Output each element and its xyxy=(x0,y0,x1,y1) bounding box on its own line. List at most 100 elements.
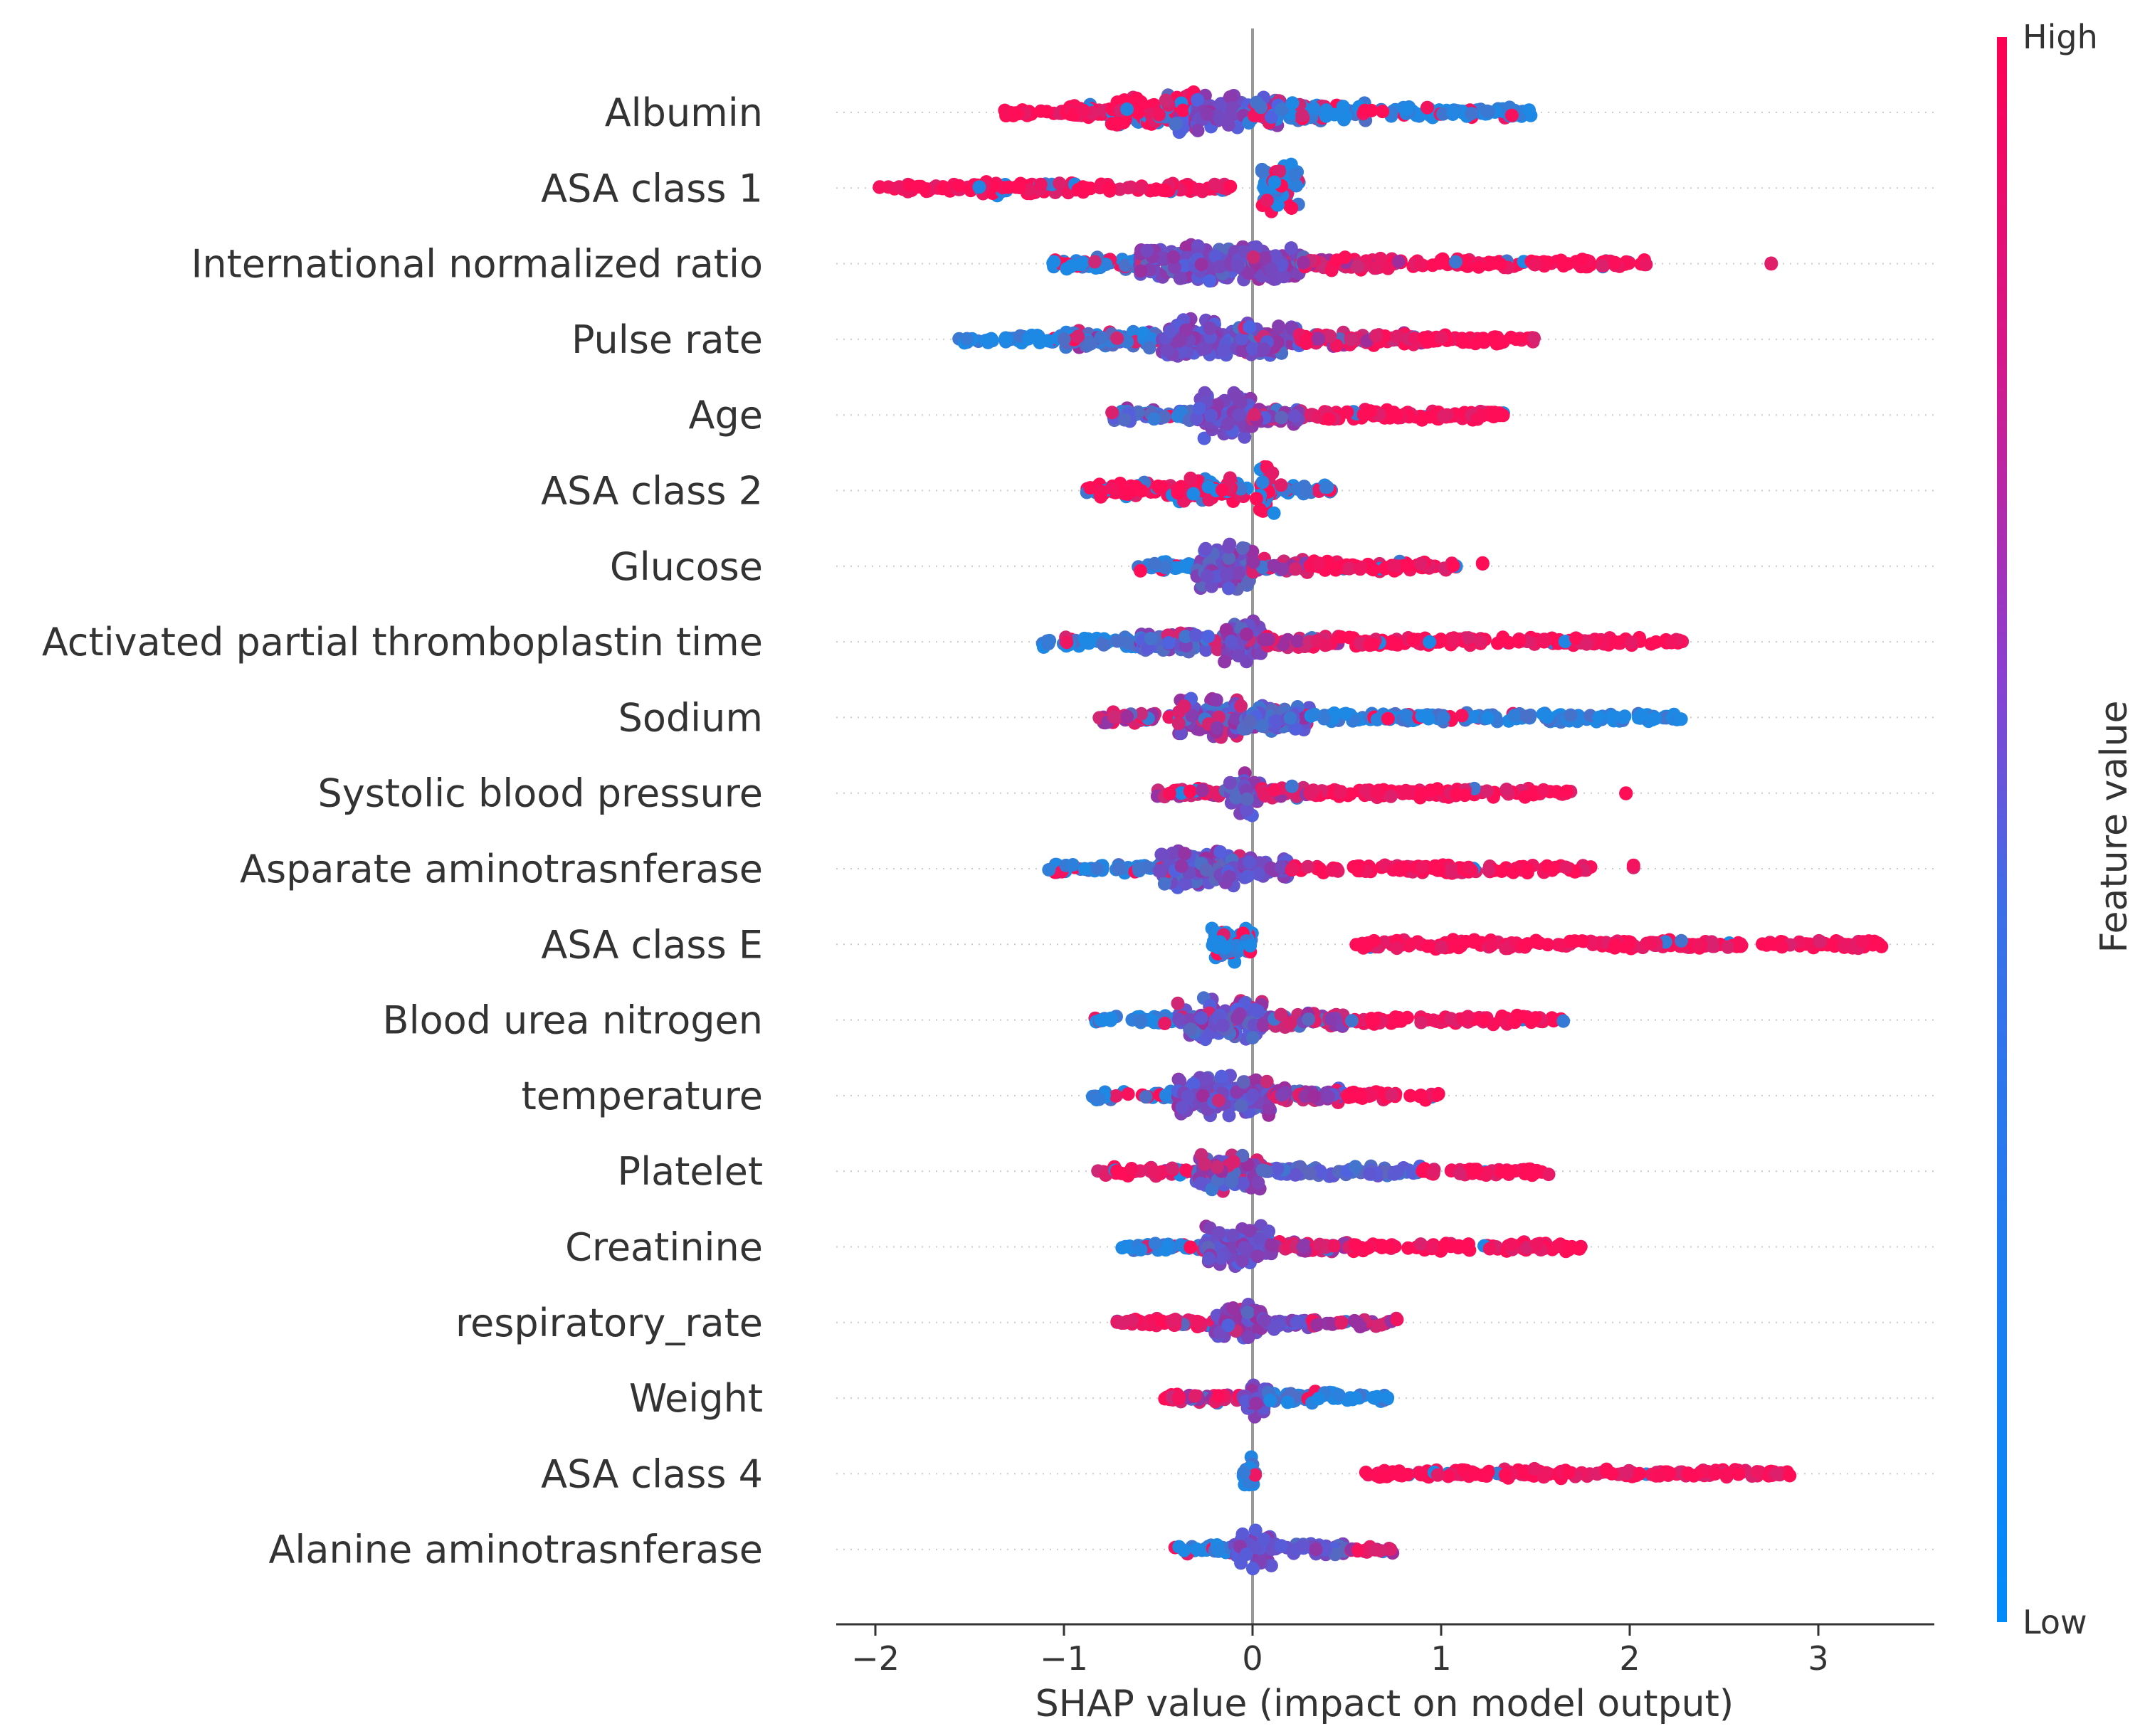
shap-point xyxy=(1223,471,1237,485)
shap-point xyxy=(1312,332,1325,346)
shap-point xyxy=(1334,785,1347,799)
shap-point xyxy=(1461,1010,1475,1023)
shap-point xyxy=(1220,568,1233,581)
shap-point xyxy=(1134,1243,1147,1256)
shap-point xyxy=(1560,785,1574,798)
shap-point xyxy=(1255,719,1269,733)
shap-point xyxy=(1225,1175,1238,1188)
shap-point xyxy=(1420,940,1434,953)
shap-point xyxy=(1354,562,1367,576)
shap-point xyxy=(1208,178,1221,191)
shap-point xyxy=(1435,941,1448,954)
shap-point xyxy=(1649,711,1662,725)
shap-point xyxy=(1443,1239,1456,1252)
shap-point xyxy=(1366,563,1380,576)
shap-point xyxy=(1154,480,1167,494)
shap-point xyxy=(1060,635,1073,649)
shap-point xyxy=(1203,274,1216,287)
shap-point xyxy=(1493,258,1507,271)
shap-point xyxy=(1476,557,1490,571)
shap-point xyxy=(1433,863,1446,877)
shap-point xyxy=(1446,106,1460,120)
shap-point xyxy=(1392,862,1406,875)
feature-points xyxy=(1105,386,1510,445)
shap-point xyxy=(1147,1165,1161,1178)
shap-point xyxy=(1043,634,1056,647)
shap-point xyxy=(1243,939,1257,953)
shap-point xyxy=(1321,480,1334,494)
shap-point xyxy=(1171,997,1185,1010)
shap-point xyxy=(1596,259,1609,272)
shap-point xyxy=(1225,635,1238,648)
shap-point xyxy=(1213,845,1227,859)
feature-points xyxy=(1080,460,1338,520)
shap-point xyxy=(1041,334,1055,348)
shap-point xyxy=(1262,633,1275,646)
shap-point xyxy=(1692,938,1705,951)
shap-point xyxy=(1265,263,1278,276)
shap-point xyxy=(1556,1015,1570,1028)
shap-point xyxy=(1002,181,1016,194)
shap-point xyxy=(1110,1165,1124,1178)
shap-point xyxy=(1207,935,1221,948)
shap-point xyxy=(1122,1087,1135,1101)
shap-point xyxy=(1447,559,1460,572)
shap-point xyxy=(1178,847,1191,860)
shap-point xyxy=(1053,176,1066,190)
shap-point xyxy=(1097,638,1110,652)
shap-point xyxy=(1426,258,1440,272)
shap-point xyxy=(1110,118,1124,132)
shap-point xyxy=(1480,784,1494,798)
shap-point xyxy=(1120,102,1134,116)
feature-points xyxy=(873,158,1305,218)
shap-point xyxy=(1202,480,1216,494)
feature-points xyxy=(1115,1219,1588,1273)
shap-point xyxy=(1425,1240,1439,1254)
shap-point xyxy=(1159,1089,1173,1102)
shap-point xyxy=(1324,1012,1338,1026)
shap-point xyxy=(1413,258,1427,271)
shap-point xyxy=(1241,869,1255,883)
shap-point xyxy=(1521,937,1534,951)
shap-point xyxy=(903,179,917,192)
shap-point xyxy=(1307,783,1320,797)
shap-point xyxy=(1608,256,1622,270)
shap-point xyxy=(1675,934,1688,948)
shap-point xyxy=(1625,636,1638,650)
shap-point xyxy=(1455,709,1469,722)
shap-point xyxy=(1423,411,1436,424)
shap-point xyxy=(1236,541,1250,555)
shap-point xyxy=(1034,178,1048,191)
shap-point xyxy=(1665,636,1678,650)
shap-point xyxy=(1078,862,1092,876)
shap-point xyxy=(1505,109,1519,122)
shap-point xyxy=(1257,342,1270,356)
feature-points xyxy=(1036,615,1690,669)
shap-point xyxy=(1363,638,1376,652)
shap-point xyxy=(1215,1070,1228,1084)
shap-point xyxy=(1256,475,1270,489)
shap-point xyxy=(1184,472,1197,485)
shap-point xyxy=(1260,194,1274,207)
shap-point xyxy=(1230,1011,1244,1025)
shap-point xyxy=(1196,342,1210,356)
shap-point xyxy=(1323,329,1337,343)
shap-point xyxy=(1345,1014,1359,1027)
shap-point xyxy=(1275,411,1288,424)
shap-point xyxy=(1622,938,1635,951)
shap-point xyxy=(1169,117,1183,130)
shap-point xyxy=(1250,96,1263,110)
shap-point xyxy=(1166,1162,1179,1175)
shap-point xyxy=(1391,638,1404,652)
shap-point xyxy=(1420,101,1434,115)
shap-point xyxy=(1198,1158,1211,1171)
shap-point xyxy=(1139,1090,1153,1103)
shap-point xyxy=(1512,634,1526,647)
shap-point xyxy=(1497,408,1510,422)
shap-point xyxy=(1191,93,1204,107)
shap-point xyxy=(1619,787,1633,800)
shap-point xyxy=(1522,103,1536,117)
shap-point xyxy=(1499,942,1512,956)
shap-point xyxy=(1077,104,1090,117)
shap-point xyxy=(1349,1239,1362,1252)
